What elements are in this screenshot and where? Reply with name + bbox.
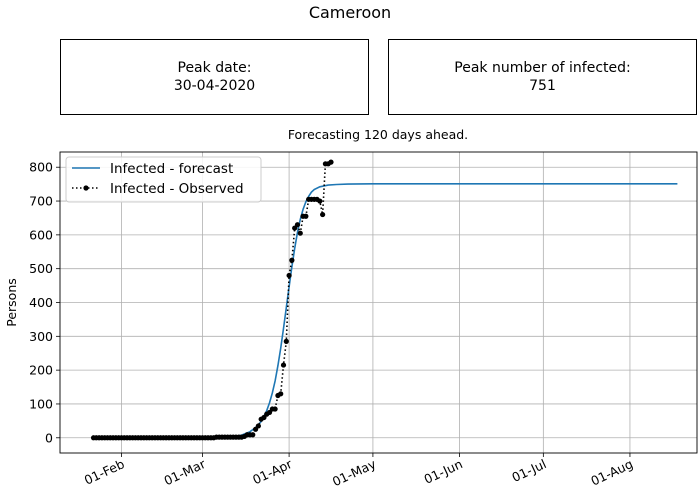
observed-point [280,362,287,368]
observed-point [297,230,303,236]
chart-title: Forecasting 120 days ahead. [287,127,469,142]
observed-point [283,338,289,344]
y-tick-label: 0 [45,430,53,445]
observed-point [294,222,301,228]
legend-forecast-label: Infected - forecast [110,161,233,177]
y-axis-label: Persons [4,278,19,327]
x-tick-label: 01-May [330,456,379,489]
y-tick-label: 800 [29,160,53,175]
y-tick-label: 600 [29,227,53,242]
y-tick-label: 400 [29,295,53,310]
peak-number-box: Peak number of infected: 751 [388,39,697,115]
observed-point [303,213,309,219]
y-tick-label: 200 [29,363,53,378]
x-tick-label: 01-Apr [250,456,295,488]
x-tick-label: 01-Feb [82,456,127,488]
page-title: Cameroon [308,3,392,22]
x-tick-label: 01-Jun [422,456,465,487]
peak-date-value: 30-04-2020 [173,78,256,94]
x-tick-label: 01-Aug [588,456,635,488]
peak-date-label: Peak date: [177,60,252,76]
y-tick-label: 100 [29,396,53,411]
observed-point [286,272,292,279]
observed-point [278,391,284,397]
legend: Infected - forecast Infected - Observed [65,156,262,203]
peak-date-box: Peak date: 30-04-2020 [60,39,369,115]
observed-point [328,159,334,165]
legend-observed-marker [83,185,89,191]
y-tick-label: 700 [29,194,53,209]
peak-number-value: 751 [529,78,556,94]
observed-point [289,257,295,263]
peak-number-label: Peak number of infected: [454,60,631,76]
y-tick-label: 300 [29,329,53,344]
forecast-line [210,183,678,439]
legend-observed-label: Infected - Observed [110,181,244,197]
observed-point [255,423,261,429]
legend-box [65,156,262,203]
observed-line [93,161,332,439]
observed-point [272,406,278,412]
x-tick-label: 01-Jul [509,456,548,485]
observed-point [317,198,323,204]
observed-point [250,432,256,438]
x-tick-label: 01-Mar [162,456,209,489]
observed-point [320,211,326,218]
y-tick-label: 500 [29,261,53,276]
